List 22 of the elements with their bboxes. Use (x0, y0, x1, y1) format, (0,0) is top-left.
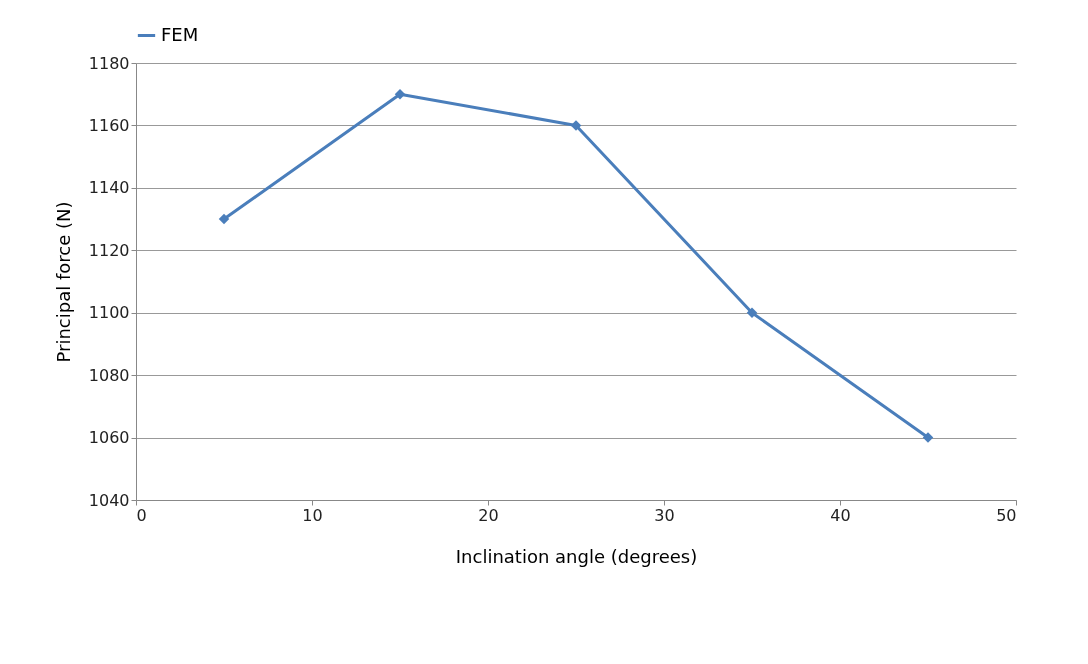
point (746, 307, 758, 318)
point (394, 88, 406, 100)
legend-label: FEM (161, 23, 199, 45)
x-tick-label: 20 (478, 505, 499, 525)
point (922, 432, 934, 443)
x-tick-label: 50 (996, 505, 1017, 525)
x-tick-label: 40 (830, 505, 851, 525)
y-tick-label: 1060 (88, 428, 130, 448)
y-tick-label: 1040 (88, 490, 130, 510)
x-tick-label: 10 (302, 505, 323, 525)
y-tick-label: 1160 (88, 115, 130, 135)
y-tick-label: 1120 (88, 240, 130, 260)
y-tick-label: 1100 (88, 303, 130, 323)
y-tick-label: 1080 (88, 365, 130, 385)
y-tick-label: 1180 (88, 53, 130, 73)
point (570, 120, 582, 131)
y-axis-title: Principal force (N) (52, 201, 74, 363)
x-tick-label: 0 (136, 505, 147, 525)
y-tick-label: 1140 (88, 178, 130, 198)
x-axis-title: Inclination angle (degrees) (455, 545, 698, 567)
point (218, 213, 230, 225)
x-tick-label: 30 (654, 505, 675, 525)
